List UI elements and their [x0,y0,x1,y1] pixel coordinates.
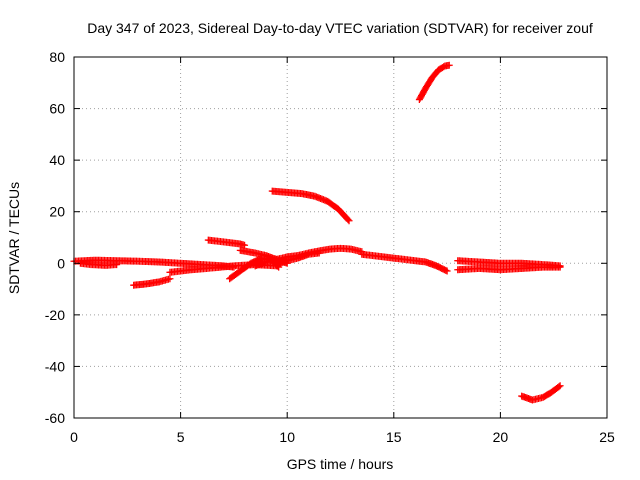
axis-layer: 0 5 10 15 20 25 -60 -40 -20 0 20 40 60 80 [45,49,615,445]
chart-title: Day 347 of 2023, Sidereal Day-to-day VTE… [87,20,593,36]
data-point [556,263,564,271]
series-arc-e [204,236,249,249]
series-arc-b [76,259,121,269]
series-arc-h [268,187,353,225]
plot-frame [73,56,608,419]
x-tick-label: 15 [386,429,402,445]
data-layer [70,61,564,404]
data-point [443,267,451,275]
x-tick-label: 25 [599,429,615,445]
x-tick-label: 5 [177,429,185,445]
y-axis-label: SDTVAR / TECUs [6,182,22,294]
y-tick-label: 0 [57,255,65,271]
data-point [241,241,249,249]
x-tick-label: 10 [279,429,295,445]
y-tick-label: -20 [45,307,65,323]
data-point [315,249,323,257]
y-tick-label: -40 [45,358,65,374]
data-point [445,61,453,69]
data-point [113,261,121,269]
series-arc-c [130,275,174,289]
x-tick-label: 20 [493,429,509,445]
data-point [166,275,174,283]
y-tick-label: 40 [49,152,65,168]
data-point [345,217,353,225]
data-point [556,382,564,390]
series-arc-o [518,382,564,404]
data-point [344,216,352,224]
y-tick-label: 20 [49,204,65,220]
series-arc-n [454,263,564,274]
y-tick-label: -60 [45,410,65,426]
series-arc-l [415,61,453,104]
grid-layer [74,57,607,418]
data-point [555,383,563,391]
y-tick-label: 60 [49,101,65,117]
x-axis-label: GPS time / hours [287,456,394,472]
x-tick-label: 0 [70,429,78,445]
series-arc-k [358,250,451,275]
y-tick-label: 80 [49,49,65,65]
series-arc-j [273,249,323,269]
